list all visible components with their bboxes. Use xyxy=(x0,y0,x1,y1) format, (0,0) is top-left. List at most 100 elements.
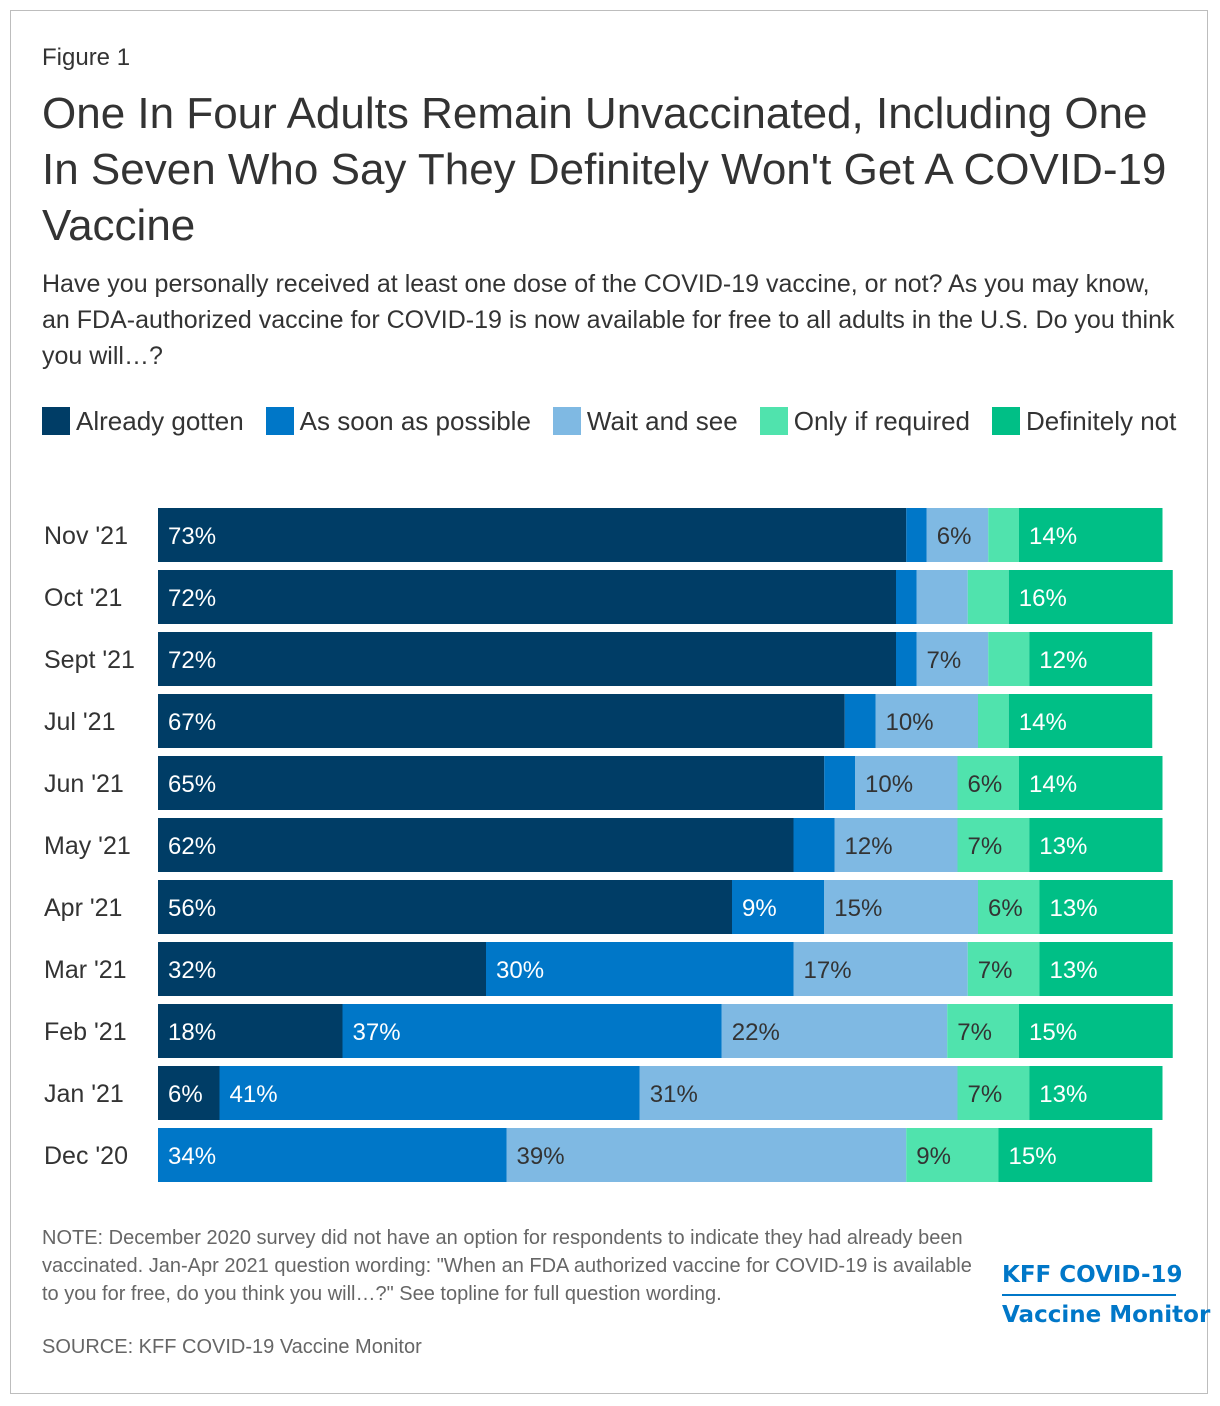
bar-segment xyxy=(957,1066,1030,1120)
category-label: Dec '20 xyxy=(44,1142,128,1170)
category-label: Sept '21 xyxy=(44,646,135,674)
category-label: May '21 xyxy=(44,832,131,860)
bar-segment xyxy=(896,632,917,686)
data-label: 10% xyxy=(886,709,934,736)
bar-segment xyxy=(486,942,794,996)
category-label: Feb '21 xyxy=(44,1018,127,1046)
bar-segment xyxy=(824,880,978,934)
bar-segment xyxy=(906,508,927,562)
bar-segment xyxy=(342,1004,722,1058)
data-label: 30% xyxy=(496,957,544,984)
bar-segment xyxy=(1019,756,1163,810)
data-label: 13% xyxy=(1039,833,1087,860)
data-label: 13% xyxy=(1050,895,1098,922)
legend-swatch xyxy=(552,407,581,435)
brand-line-1: KFF COVID-19 xyxy=(1002,1262,1183,1288)
data-label: 15% xyxy=(1009,1143,1057,1170)
bar-segment xyxy=(158,508,907,562)
bar-segment xyxy=(967,570,1009,624)
bar-segment xyxy=(158,694,845,748)
bar-segment xyxy=(916,632,989,686)
bar-segment xyxy=(158,632,896,686)
stacked-bar-chart: Nov '21 73% 6% 14% Oct '21 72% 16% Sept '21 72% 7… xyxy=(44,508,1173,1182)
legend-label: Already gotten xyxy=(76,405,244,436)
category-label: Jan '21 xyxy=(44,1080,124,1108)
data-label: 56% xyxy=(168,895,216,922)
data-label: 72% xyxy=(168,585,216,612)
bar-segment xyxy=(506,1128,907,1182)
data-label: 12% xyxy=(845,833,893,860)
brand-divider xyxy=(1002,1294,1176,1296)
data-label: 7% xyxy=(968,1081,1003,1108)
bar-segment xyxy=(947,1004,1019,1058)
legend-item: Only if required xyxy=(759,405,971,436)
legend-item: As soon as possible xyxy=(265,405,531,436)
figure-frame xyxy=(10,10,1208,1394)
legend-swatch xyxy=(759,407,788,435)
data-label: 16% xyxy=(1019,585,1067,612)
data-label: 17% xyxy=(804,957,852,984)
legend-label: Wait and see xyxy=(586,405,738,436)
category-label: Mar '21 xyxy=(44,956,127,984)
bar-segment xyxy=(844,694,876,748)
bar-segment xyxy=(1029,818,1163,872)
data-label: 34% xyxy=(168,1143,216,1170)
chart-note: NOTE: December 2020 survey did not have … xyxy=(42,1227,972,1305)
bar-segment xyxy=(158,1004,343,1058)
bar-segment xyxy=(1029,1066,1163,1120)
data-label: 41% xyxy=(230,1081,278,1108)
bar-segment xyxy=(834,818,958,872)
legend-item: Wait and see xyxy=(552,405,738,436)
data-label: 6% xyxy=(937,523,972,550)
data-label: 73% xyxy=(168,523,216,550)
data-label: 39% xyxy=(517,1143,565,1170)
bar-segment xyxy=(896,570,917,624)
data-label: 31% xyxy=(650,1081,698,1108)
data-label: 14% xyxy=(1019,709,1067,736)
legend-swatch xyxy=(265,407,294,435)
data-label: 9% xyxy=(916,1143,951,1170)
data-label: 62% xyxy=(168,833,216,860)
bar-segment xyxy=(158,942,486,996)
bar-segment xyxy=(998,1128,1153,1182)
data-label: 14% xyxy=(1029,771,1077,798)
legend-item: Definitely not xyxy=(992,406,1176,436)
kff-brand-logo: KFF COVID-19 Vaccine Monitor xyxy=(1002,1258,1210,1332)
bar-segment xyxy=(926,508,989,562)
bar-segment xyxy=(957,756,1019,810)
bar-segment xyxy=(967,942,1040,996)
data-label: 9% xyxy=(742,895,777,922)
legend-label: As soon as possible xyxy=(299,405,531,436)
legend-label: Definitely not xyxy=(1026,405,1177,436)
data-label: 65% xyxy=(168,771,216,798)
bar-segment xyxy=(793,942,968,996)
bar-segment xyxy=(1039,880,1173,934)
data-label: 32% xyxy=(168,957,216,984)
bar-segment xyxy=(158,1128,507,1182)
data-label: 7% xyxy=(957,1019,992,1046)
brand-line-2: Vaccine Monitor xyxy=(1002,1302,1211,1328)
data-label: 12% xyxy=(1039,647,1087,674)
chart-title: One In Four Adults Remain Unvaccinated, … xyxy=(42,89,1167,250)
bar-segment xyxy=(875,694,978,748)
chart-legend: Already gotten As soon as possible Wait an… xyxy=(42,406,1182,436)
data-label: 67% xyxy=(168,709,216,736)
bar-segment xyxy=(793,818,835,872)
legend-item: Already gotten xyxy=(42,406,244,436)
figure-label: Figure 1 xyxy=(42,44,131,71)
bar-segment xyxy=(988,508,1019,562)
data-label: 22% xyxy=(732,1019,780,1046)
category-label: Jul '21 xyxy=(44,708,115,736)
category-label: Jun '21 xyxy=(44,770,124,798)
bar-segment xyxy=(957,818,1030,872)
legend-label: Only if required xyxy=(793,405,971,436)
bar-segment xyxy=(855,756,958,810)
data-label: 37% xyxy=(353,1019,401,1046)
data-label: 18% xyxy=(168,1019,216,1046)
data-label: 10% xyxy=(865,771,913,798)
data-label: 13% xyxy=(1039,1081,1087,1108)
bar-segment xyxy=(158,1066,220,1120)
data-label: 14% xyxy=(1029,523,1077,550)
bar-segment xyxy=(158,570,896,624)
bar-segment xyxy=(158,880,732,934)
